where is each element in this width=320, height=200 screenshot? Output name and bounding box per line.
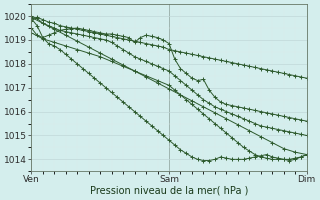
- X-axis label: Pression niveau de la mer( hPa ): Pression niveau de la mer( hPa ): [90, 186, 248, 196]
